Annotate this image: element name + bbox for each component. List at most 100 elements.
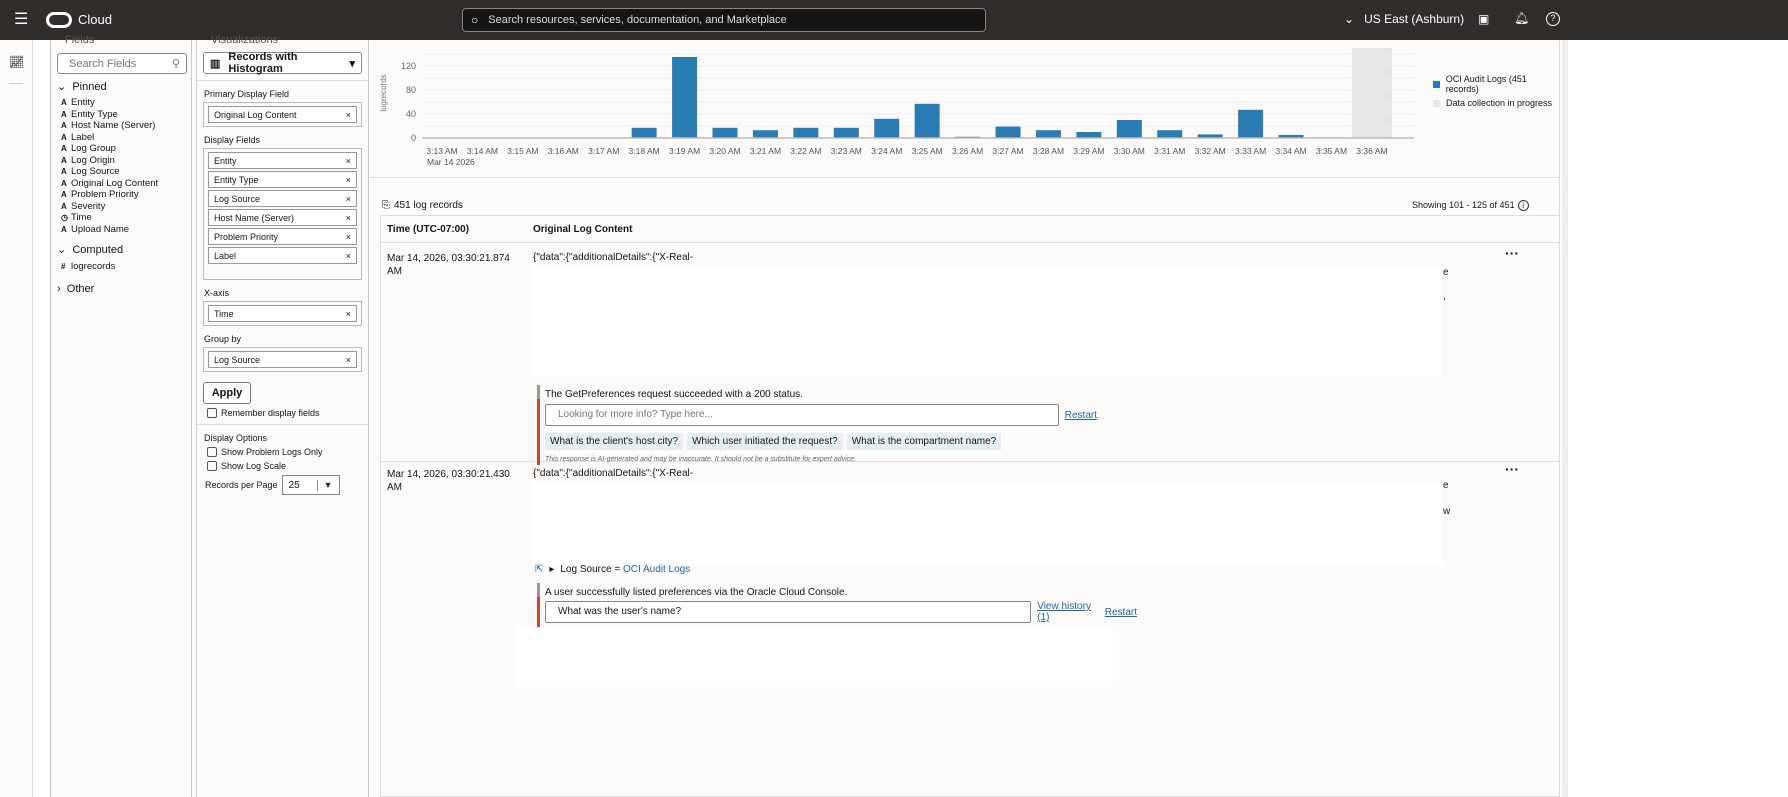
show-log-scale-checkbox[interactable]: Show Log Scale [207,461,358,471]
legend-item: Data collection in progress [1433,98,1552,108]
bar[interactable] [1076,132,1102,138]
remove-icon[interactable]: × [345,193,351,204]
primary-field-chip[interactable]: Original Log Content × [208,106,357,123]
remove-icon[interactable]: × [345,109,351,120]
scrollbar[interactable] [1562,40,1568,797]
display-field-chip[interactable]: Host Name (Server) × [208,209,357,226]
view-history-link[interactable]: View history (1) [1037,601,1091,623]
other-section-toggle[interactable]: › Other [57,282,95,295]
field-item[interactable]: A Problem Priority [51,189,191,201]
analytics-chart-icon[interactable]: 📈︎ [9,55,25,69]
ai-question-input[interactable]: Looking for more info? Type here... [545,404,1059,426]
oracle-logo-icon[interactable] [46,12,72,28]
bar[interactable] [1197,134,1223,138]
column-header-time[interactable]: Time (UTC-07:00) [387,223,470,235]
xaxis-label: X-axis [204,288,230,298]
notifications-bell-icon[interactable]: 🔔︎ [1514,11,1530,25]
restart-link[interactable]: Restart [1104,606,1137,618]
x-date-label: Mar 14 2026 [427,157,475,167]
field-name: Original Log Content [71,177,159,189]
remove-icon[interactable]: × [345,155,351,166]
x-tick-label: 3:21 AM [750,146,781,156]
pinned-section-toggle[interactable]: ⌄ Pinned [57,81,107,93]
bar[interactable] [833,127,859,138]
remove-icon[interactable]: × [345,250,351,261]
more-actions-icon[interactable]: ··· [1505,245,1519,261]
bar[interactable] [631,127,657,138]
bar[interactable] [914,103,940,138]
bar[interactable] [1035,130,1061,138]
display-field-chip[interactable]: Label × [208,247,357,264]
remove-icon[interactable]: × [345,231,351,242]
bar[interactable] [672,57,698,138]
field-item[interactable]: A Log Source [51,166,191,178]
bar[interactable] [874,118,900,138]
field-item[interactable]: A Label [51,132,191,144]
bar[interactable] [752,130,778,138]
groupby-chip[interactable]: Log Source × [208,351,357,368]
field-item[interactable]: A Severity [51,201,191,213]
export-icon[interactable]: ⎘ [382,200,390,211]
display-field-chip[interactable]: Entity × [208,152,357,169]
bar[interactable] [793,127,819,138]
display-field-chip[interactable]: Problem Priority × [208,228,357,245]
remove-icon[interactable]: × [345,212,351,223]
visualizations-panel: Visualizations ▥ Records with Histogram ▾ … [196,34,369,797]
bar[interactable] [995,126,1021,138]
bar[interactable] [1238,109,1264,138]
field-item[interactable]: # logrecords [51,261,191,273]
menu-icon[interactable]: ☰ [14,11,29,28]
info-icon[interactable]: i [1517,200,1529,211]
bar[interactable] [1116,120,1142,138]
remove-icon[interactable]: × [345,308,351,319]
field-item[interactable]: A Entity Type [51,109,191,121]
field-item[interactable]: ◷ Time [51,212,191,224]
remove-icon[interactable]: × [345,174,351,185]
remove-icon[interactable]: × [345,354,351,365]
field-item[interactable]: A Log Group [51,143,191,155]
legend-item[interactable]: OCI Audit Logs (451 records) [1433,74,1559,94]
show-problem-logs-checkbox[interactable]: Show Problem Logs Only [207,447,358,457]
bar[interactable] [1278,135,1304,138]
visualization-type-select[interactable]: ▥ Records with Histogram ▾ [203,51,362,75]
help-icon[interactable]: ? [1546,12,1560,26]
apply-button[interactable]: Apply [203,382,251,404]
computed-section-toggle[interactable]: ⌄ Computed [57,244,124,256]
field-item[interactable]: A Log Origin [51,155,191,167]
search-fields-input[interactable]: Search Fields ⚲ [57,53,187,74]
field-name: Upload Name [71,223,130,235]
more-actions-icon[interactable]: ··· [1505,461,1519,477]
column-header-content[interactable]: Original Log Content [533,223,633,235]
remember-display-fields-checkbox[interactable]: Remember display fields [207,408,358,418]
field-item[interactable]: A Original Log Content [51,178,191,190]
table-row[interactable]: Mar 14, 2026, 03:30:21.874 AM {"data":{"… [381,243,1559,465]
global-search-input[interactable]: ○ Search resources, services, documentat… [462,8,986,32]
expand-triangle-icon[interactable]: ▸ [549,564,555,575]
field-item[interactable]: A Host Name (Server) [51,120,191,132]
display-field-chip[interactable]: Entity Type × [208,171,357,188]
xaxis-chip[interactable]: Time × [208,305,357,322]
field-type-icon: A [61,167,67,177]
suggested-question-chip[interactable]: What is the client's host city? [545,433,684,450]
region-selector[interactable]: ⌄ US East (Ashburn) [1344,12,1464,26]
restart-link[interactable]: Restart [1064,409,1097,421]
x-tick-label: 3:32 AM [1195,146,1226,156]
suggested-question-chip[interactable]: Which user initiated the request? [687,433,843,450]
log-source-link[interactable]: OCI Audit Logs [622,564,691,575]
suggested-question-chip[interactable]: What is the compartment name? [846,433,1002,450]
field-type-icon: A [61,121,67,131]
records-per-page-select[interactable]: 25 ▾ [281,475,340,495]
display-field-chip[interactable]: Log Source × [208,190,357,207]
field-item[interactable]: A Entity [51,97,191,109]
x-tick-label: 3:22 AM [790,146,821,156]
ai-question-input[interactable]: What was the user's name? [545,601,1032,623]
field-type-icon: A [61,144,67,154]
bar[interactable] [1157,130,1183,138]
cloud-shell-icon[interactable]: ▣ [1478,12,1490,26]
x-tick-label: 3:19 AM [669,146,700,156]
search-icon: ⚲ [171,58,180,70]
field-item[interactable]: A Upload Name [51,224,191,236]
display-fields-box[interactable]: Entity × Entity Type × Log Source × Host Name … [203,148,362,280]
bar[interactable] [712,127,738,138]
table-row[interactable]: Mar 14, 2026, 03:30:21.430 AM {"data":{"… [381,461,1559,702]
